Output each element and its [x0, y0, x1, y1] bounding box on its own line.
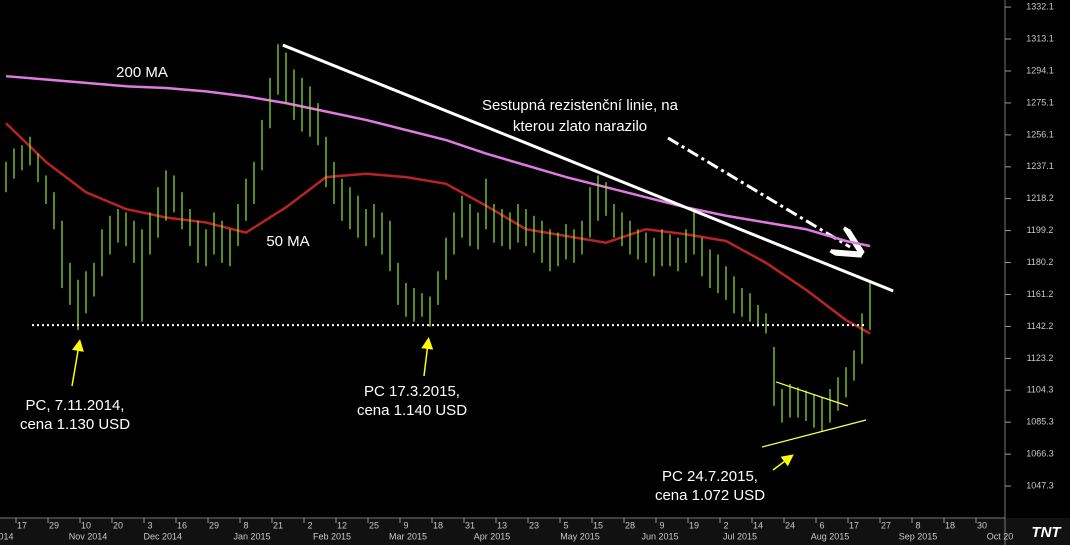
- x-tick-label: 12: [337, 520, 347, 530]
- x-tick-label: 28: [625, 520, 635, 530]
- y-tick-label: 1218.2: [1026, 193, 1054, 203]
- series-label: 200 MA: [116, 64, 168, 81]
- moving-average: [5, 74, 871, 248]
- month-label: May 2015: [560, 531, 600, 541]
- y-tick-label: 1237.1: [1026, 161, 1054, 171]
- trend-line: [761, 419, 867, 448]
- x-tick-label: 8: [915, 520, 920, 530]
- month-label: Nov 2014: [69, 531, 108, 541]
- y-tick-label: 1066.3: [1026, 448, 1054, 458]
- month-label: Dec 2014: [144, 531, 183, 541]
- y-tick-label: 1275.1: [1026, 97, 1054, 107]
- arrow: [421, 337, 434, 377]
- x-tick-label: 3: [147, 520, 152, 530]
- annotation: cena 1.140 USD: [357, 402, 467, 419]
- y-tick-label: 1294.1: [1026, 65, 1054, 75]
- month-label: Oct 20: [987, 531, 1014, 541]
- month-label: Aug 2015: [811, 531, 850, 541]
- x-tick-label: 20: [113, 520, 123, 530]
- y-tick-label: 1161.2: [1027, 289, 1054, 299]
- x-tick-label: 13: [497, 520, 507, 530]
- x-tick-label: 21: [273, 520, 283, 530]
- x-tick-label: 23: [529, 520, 539, 530]
- x-tick-label: 29: [49, 520, 59, 530]
- month-label: Jul 2015: [723, 531, 757, 541]
- arrow: [71, 339, 84, 387]
- y-tick-label: 1180.2: [1027, 257, 1054, 267]
- annotation: cena 1.130 USD: [20, 416, 130, 433]
- x-tick-label: 10: [81, 520, 91, 530]
- month-label: 014: [0, 531, 14, 541]
- x-tick-label: 8: [243, 520, 248, 530]
- x-tick-label: 31: [465, 520, 475, 530]
- x-tick-label: 9: [403, 520, 408, 530]
- y-tick-label: 1313.1: [1026, 33, 1054, 43]
- month-label: Jan 2015: [233, 531, 270, 541]
- logo: TNT: [1031, 524, 1062, 541]
- x-tick-label: 19: [689, 520, 699, 530]
- annotation: PC 17.3.2015,: [364, 383, 460, 400]
- x-tick-label: 6: [819, 520, 824, 530]
- y-tick-label: 1104.3: [1027, 385, 1054, 395]
- x-tick-label: 2: [723, 520, 728, 530]
- series-label: 50 MA: [266, 233, 309, 250]
- annotation: kterou zlato narazilo: [513, 118, 647, 135]
- x-tick-label: 16: [177, 520, 187, 530]
- x-tick-label: 9: [659, 520, 664, 530]
- annotation: Sestupná rezistenční linie, na: [482, 97, 679, 114]
- y-tick-label: 1142.2: [1027, 321, 1054, 331]
- month-label: Jun 2015: [641, 531, 678, 541]
- x-tick-label: 5: [563, 520, 568, 530]
- trend-line: [775, 381, 849, 407]
- annotation: PC 24.7.2015,: [662, 468, 758, 485]
- y-tick-label: 1332.1: [1026, 1, 1054, 11]
- x-axis-strip: [0, 518, 1070, 545]
- trend-line: [282, 43, 894, 293]
- month-label: Apr 2015: [474, 531, 511, 541]
- x-tick-label: 18: [945, 520, 955, 530]
- annotation: PC, 7.11.2014,: [26, 397, 125, 414]
- y-tick-label: 1047.3: [1026, 480, 1054, 490]
- y-tick-label: 1256.1: [1026, 129, 1054, 139]
- x-tick-label: 15: [593, 520, 603, 530]
- y-tick-label: 1199.2: [1027, 225, 1054, 235]
- x-tick-label: 27: [881, 520, 891, 530]
- x-tick-label: 30: [977, 520, 987, 530]
- x-tick-label: 14: [753, 520, 763, 530]
- x-tick-label: 29: [209, 520, 219, 530]
- x-tick-label: 25: [369, 520, 379, 530]
- x-tick-label: 2: [307, 520, 312, 530]
- x-tick-label: 17: [849, 520, 859, 530]
- month-label: Feb 2015: [313, 531, 351, 541]
- y-tick-label: 1085.3: [1026, 417, 1054, 427]
- moving-average: [5, 122, 871, 335]
- month-label: Mar 2015: [389, 531, 427, 541]
- y-tick-label: 1123.2: [1027, 353, 1054, 363]
- month-label: Sep 2015: [899, 531, 938, 541]
- arrow: [772, 454, 794, 471]
- x-tick-label: 18: [433, 520, 443, 530]
- annotation: cena 1.072 USD: [655, 487, 765, 504]
- x-tick-label: 24: [785, 520, 795, 530]
- x-tick-label: 17: [17, 520, 27, 530]
